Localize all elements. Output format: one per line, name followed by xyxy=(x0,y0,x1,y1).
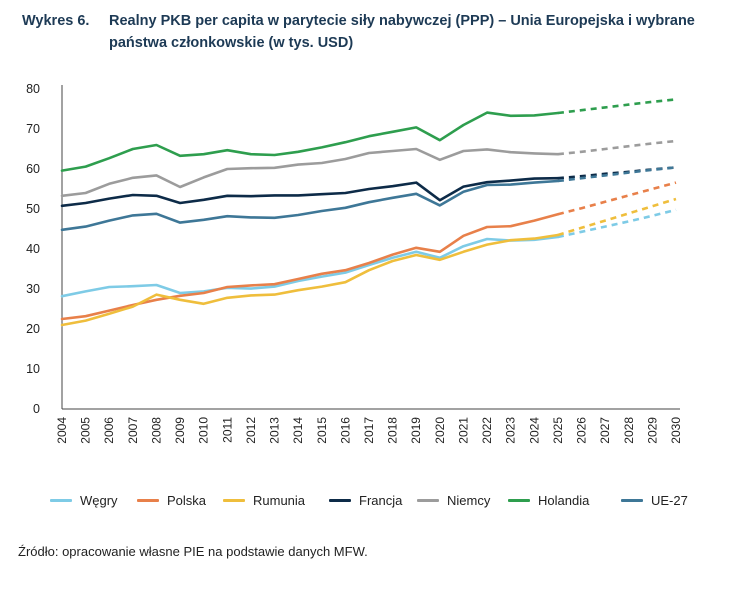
x-tick-label: 2020 xyxy=(433,417,447,444)
legend-swatch xyxy=(621,498,643,502)
legend-swatch xyxy=(417,498,439,502)
x-tick-label: 2027 xyxy=(598,417,612,444)
x-tick-label: 2015 xyxy=(315,417,329,444)
legend-label: UE-27 xyxy=(651,492,688,508)
series-line-forecast xyxy=(557,139,677,156)
x-tick-label: 2022 xyxy=(480,417,494,444)
series-line-actual xyxy=(60,111,560,172)
legend-swatch xyxy=(508,498,530,502)
x-tick-label: 2025 xyxy=(551,417,565,444)
x-tick-label: 2009 xyxy=(173,417,187,444)
legend-swatch xyxy=(329,498,351,502)
legend-item: Polska xyxy=(137,490,206,510)
legend-label: Holandia xyxy=(538,492,590,508)
y-tick-label: 0 xyxy=(33,402,40,416)
legend-item: Niemcy xyxy=(417,490,490,510)
x-tick-label: 2024 xyxy=(527,417,541,444)
x-tick-label: 2030 xyxy=(669,417,683,444)
x-tick-label: 2019 xyxy=(409,417,423,444)
x-tick-label: 2007 xyxy=(126,417,140,444)
legend-item: Węgry xyxy=(50,490,118,510)
y-tick-label: 30 xyxy=(26,282,40,296)
x-tick-label: 2017 xyxy=(362,417,376,444)
x-tick-label: 2008 xyxy=(149,417,163,444)
legend-label: Francja xyxy=(359,492,403,508)
legend-swatch xyxy=(137,498,159,502)
series-line-forecast xyxy=(557,208,677,239)
x-tick-label: 2028 xyxy=(622,417,636,444)
legend-label: Rumunia xyxy=(253,492,306,508)
y-tick-label: 80 xyxy=(26,82,40,96)
series-line-actual xyxy=(60,233,560,327)
y-tick-label: 20 xyxy=(26,322,40,336)
series-line-forecast xyxy=(557,181,677,216)
x-tick-label: 2016 xyxy=(338,417,352,444)
chart-number-label: Wykres 6. xyxy=(22,13,90,29)
x-tick-label: 2023 xyxy=(504,417,518,444)
x-tick-label: 2004 xyxy=(55,417,69,444)
legend-item: Francja xyxy=(329,490,402,510)
x-tick-label: 2005 xyxy=(79,417,93,444)
x-tick-label: 2012 xyxy=(244,417,258,444)
y-tick-label: 70 xyxy=(26,122,40,136)
chart-title-text: Realny PKB per capita w parytecie siły n… xyxy=(109,13,695,51)
x-tick-label: 2006 xyxy=(102,417,116,444)
x-tick-label: 2014 xyxy=(291,417,305,444)
legend-item: Rumunia xyxy=(223,490,305,510)
series-line-forecast xyxy=(557,166,677,183)
legend-label: Niemcy xyxy=(447,492,491,508)
y-tick-label: 50 xyxy=(26,202,40,216)
y-tick-label: 40 xyxy=(26,242,40,256)
legend-label: Węgry xyxy=(80,492,118,508)
x-tick-label: 2026 xyxy=(575,417,589,444)
x-tick-label: 2018 xyxy=(386,417,400,444)
x-tick-label: 2029 xyxy=(645,417,659,444)
legend-swatch xyxy=(50,498,72,502)
legend-swatch xyxy=(223,498,245,502)
y-tick-label: 60 xyxy=(26,162,40,176)
series-line-actual xyxy=(60,212,560,321)
series-line-forecast xyxy=(557,98,677,115)
series-line-actual xyxy=(60,235,560,298)
legend-label: Polska xyxy=(167,492,207,508)
chart-legend: Węgry Polska Rumunia Francja Niemcy Holandia U… xyxy=(50,490,740,510)
x-tick-label: 2011 xyxy=(220,417,234,443)
series-line-actual xyxy=(60,179,560,232)
y-tick-label: 10 xyxy=(26,362,40,376)
x-tick-label: 2013 xyxy=(268,417,282,444)
x-tick-label: 2021 xyxy=(456,417,470,444)
legend-item: Holandia xyxy=(508,490,589,510)
legend-item: UE-27 xyxy=(621,490,688,510)
series-line-actual xyxy=(60,147,560,198)
series-line-actual xyxy=(60,176,560,208)
source-note: Źródło: opracowanie własne PIE na podsta… xyxy=(18,544,368,559)
x-tick-label: 2010 xyxy=(197,417,211,444)
series-line-forecast xyxy=(557,197,677,237)
